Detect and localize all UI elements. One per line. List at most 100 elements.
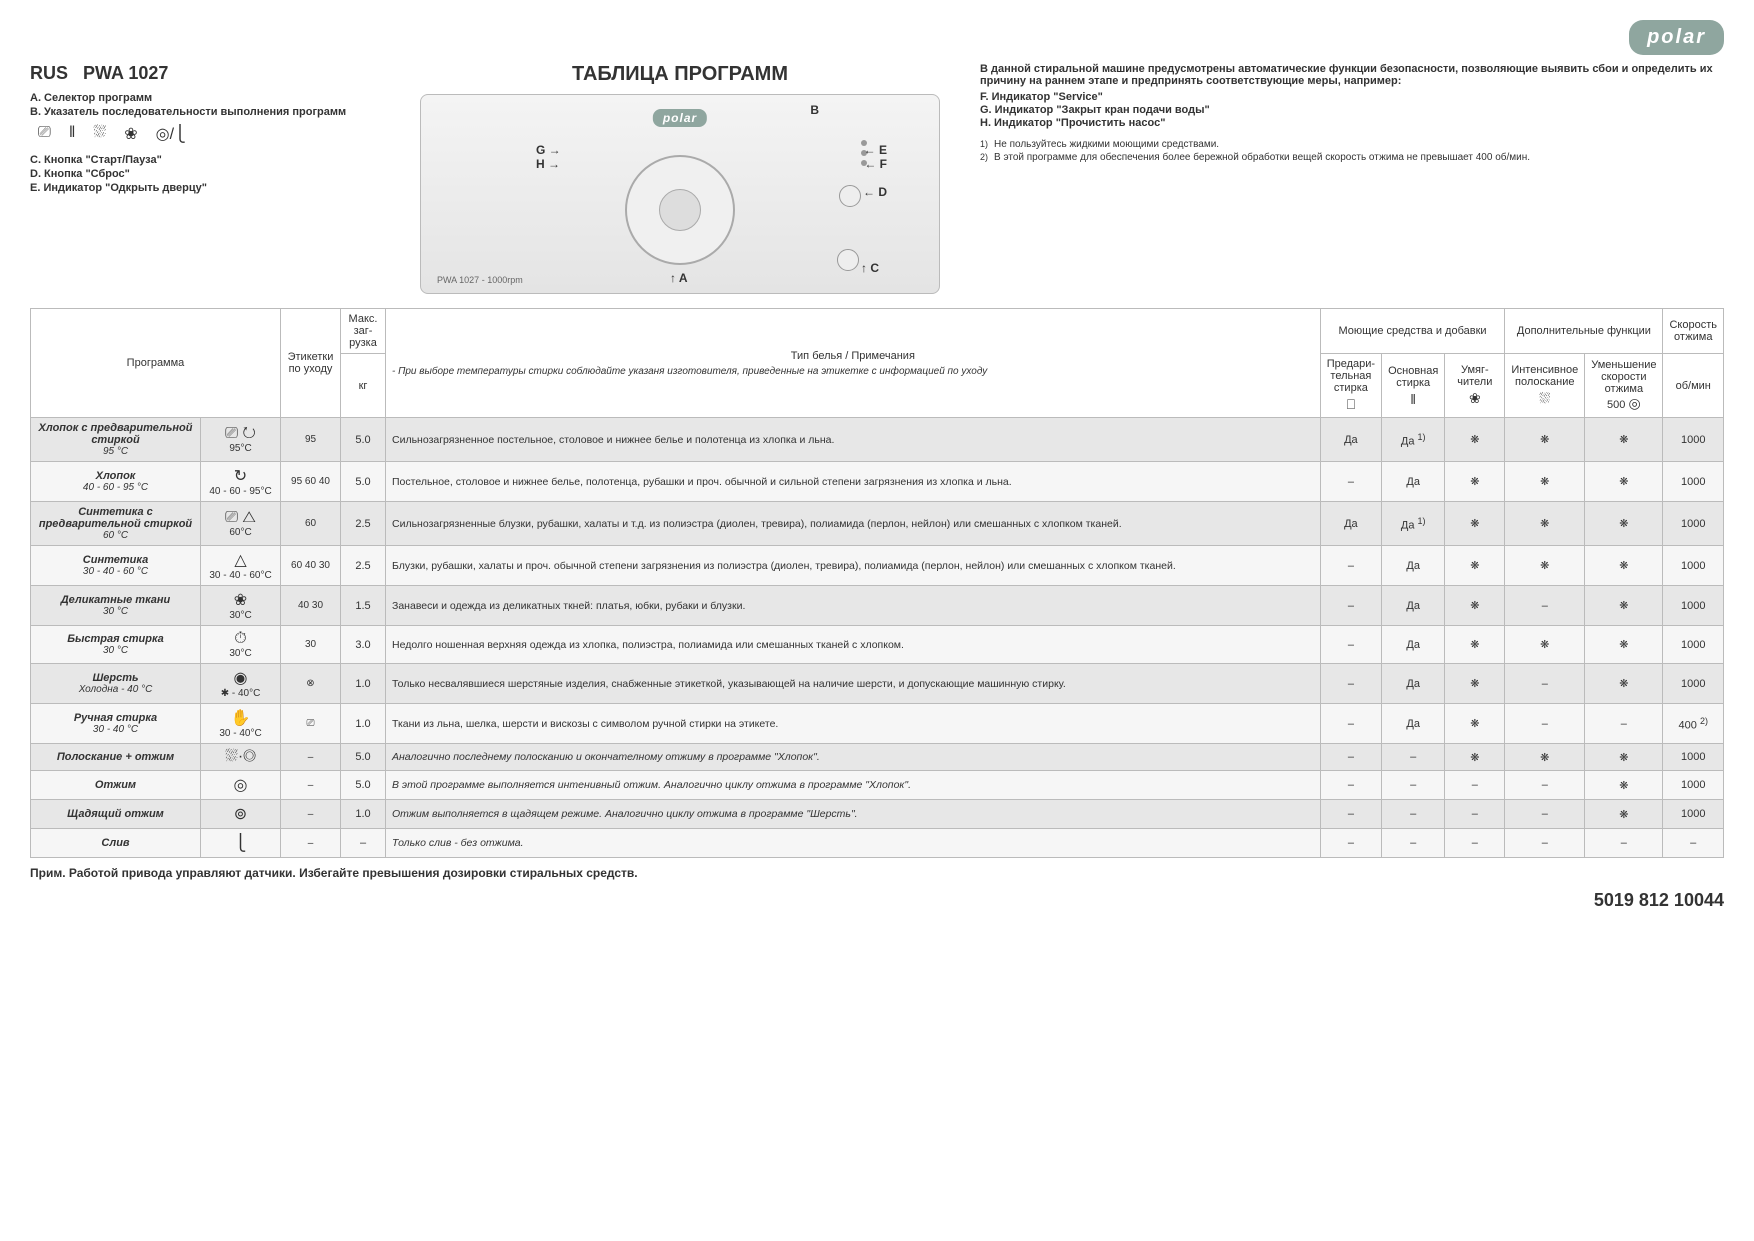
cell-slowspin: ❋ — [1585, 800, 1663, 829]
cell-care: 95 60 40 — [281, 462, 341, 502]
cell-load: 5.0 — [341, 418, 386, 462]
cell-slowspin: ❋ — [1585, 502, 1663, 546]
model-number: PWA 1027 — [83, 63, 168, 83]
cell-symbol: ⎩ — [201, 829, 281, 858]
cell-softener: ❋ — [1445, 704, 1505, 744]
cell-symbol: ⏱30°C — [201, 626, 281, 664]
cell-desc: Блузки, рубашки, халаты и проч. обычной … — [386, 546, 1321, 586]
legend-item: E. Индикатор "Одкрыть дверцу" — [30, 182, 380, 194]
indicator-item: H. Индикатор "Прочистить насос" — [980, 117, 1724, 129]
th-det-soft: Умяг-чители❀ — [1445, 354, 1505, 418]
th-spin-unit: об/мин — [1663, 354, 1724, 418]
cell-load: 5.0 — [341, 744, 386, 771]
legend-list: A. Селектор программB. Указатель последо… — [30, 92, 380, 194]
cell-slowspin: ❋ — [1585, 546, 1663, 586]
cell-spin: 1000 — [1663, 626, 1724, 664]
cell-spin: 1000 — [1663, 546, 1724, 586]
th-load-label: Макс. заг-рузка — [349, 313, 378, 349]
cell-softener: ❋ — [1445, 586, 1505, 626]
center-col: ТАБЛИЦА ПРОГРАММ polar ↑ A B ↑ C ← D ← E… — [400, 63, 960, 294]
right-col: В данной стиральной машине предусмотрены… — [980, 63, 1724, 165]
cell-symbol: ⎚ △60°C — [201, 502, 281, 546]
cell-prewash: – — [1320, 586, 1381, 626]
cell-prewash: – — [1320, 462, 1381, 502]
th-program: Программа — [31, 309, 281, 418]
cell-mainwash: – — [1382, 800, 1445, 829]
footnotes: 1)Не пользуйтесь жидкими моющими средств… — [980, 139, 1724, 163]
footnote-item: 2)В этой программе для обеспечения более… — [980, 152, 1724, 163]
cell-desc: Только несвалявшиеся шерстяные изделия, … — [386, 664, 1321, 704]
cell-desc: Сильнозагрязненное постельное, столовое … — [386, 418, 1321, 462]
table-row: Синтетика с предварительной стиркой60 °C… — [31, 502, 1724, 546]
cell-rinse: – — [1505, 704, 1585, 744]
cell-spin: 400 2) — [1663, 704, 1724, 744]
page-title: ТАБЛИЦА ПРОГРАММ — [400, 63, 960, 86]
cell-rinse: ❋ — [1505, 744, 1585, 771]
cell-spin: 1000 — [1663, 800, 1724, 829]
marker-a: ↑ A — [670, 271, 688, 285]
cell-prewash: Да — [1320, 418, 1381, 462]
cell-symbol: ❀30°C — [201, 586, 281, 626]
cell-slowspin: – — [1585, 829, 1663, 858]
cell-care: – — [281, 771, 341, 800]
th-type-note: - При выборе температуры стирки соблюдай… — [392, 366, 1314, 377]
program-dial — [625, 155, 735, 265]
footnote-item: 1)Не пользуйтесь жидкими моющими средств… — [980, 139, 1724, 150]
cell-prewash: – — [1320, 664, 1381, 704]
footer-note: Прим. Работой привода управляют датчики.… — [30, 866, 1724, 880]
cell-spin: 1000 — [1663, 664, 1724, 704]
cell-symbol: ↻40 - 60 - 95°C — [201, 462, 281, 502]
table-row: Деликатные ткани30 °C❀30°C40 301.5Занаве… — [31, 586, 1724, 626]
marker-b: B — [810, 103, 819, 117]
cell-rinse: – — [1505, 771, 1585, 800]
safety-intro: В данной стиральной машине предусмотрены… — [980, 63, 1724, 87]
cell-load: 5.0 — [341, 771, 386, 800]
panel-photo: polar ↑ A B ↑ C ← D ← E ← F G → H → PWA … — [420, 94, 940, 294]
sequence-icons: ⎚‖⛆❀◎/⎩ — [38, 124, 380, 144]
cell-softener: ❋ — [1445, 502, 1505, 546]
cell-spin: 1000 — [1663, 586, 1724, 626]
cell-desc: Ткани из льна, шелка, шерсти и вискозы с… — [386, 704, 1321, 744]
cell-load: 2.5 — [341, 546, 386, 586]
th-extra: Дополнительные функции — [1505, 309, 1663, 354]
cell-rinse: ❋ — [1505, 418, 1585, 462]
cell-mainwash: Да 1) — [1382, 418, 1445, 462]
cell-care: 60 40 30 — [281, 546, 341, 586]
cell-prewash: Да — [1320, 502, 1381, 546]
cell-program: Деликатные ткани30 °C — [31, 586, 201, 626]
table-row: Ручная стирка30 - 40 °C✋30 - 40°C⎚1.0Тка… — [31, 704, 1724, 744]
table-row: Слив⎩––Только слив - без отжима.–––––– — [31, 829, 1724, 858]
cell-softener: ❋ — [1445, 626, 1505, 664]
top-bar: polar — [30, 20, 1724, 55]
th-ex-rinse: Интенсивное полоскание⛆ — [1505, 354, 1585, 418]
cell-slowspin: ❋ — [1585, 462, 1663, 502]
cell-spin: 1000 — [1663, 502, 1724, 546]
cell-prewash: – — [1320, 704, 1381, 744]
cell-care: 60 — [281, 502, 341, 546]
cell-program: ШерстьХолодна - 40 °C — [31, 664, 201, 704]
cell-program: Отжим — [31, 771, 201, 800]
model-prefix: RUS — [30, 63, 68, 83]
document-number: 5019 812 10044 — [30, 890, 1724, 911]
legend-item: C. Кнопка "Старт/Пауза" — [30, 154, 380, 166]
cell-prewash: – — [1320, 800, 1381, 829]
cell-rinse: – — [1505, 829, 1585, 858]
cell-prewash: – — [1320, 744, 1381, 771]
table-row: Отжим◎–5.0В этой программе выполняется и… — [31, 771, 1724, 800]
cell-spin: – — [1663, 829, 1724, 858]
table-row: Щадящий отжим⊚–1.0Отжим выполняется в ща… — [31, 800, 1724, 829]
cell-desc: Занавеси и одежда из деликатных ткней: п… — [386, 586, 1321, 626]
cell-load: 1.0 — [341, 800, 386, 829]
panel-btn-c — [837, 249, 859, 271]
cell-symbol: △30 - 40 - 60°C — [201, 546, 281, 586]
cell-prewash: – — [1320, 771, 1381, 800]
cell-slowspin: ❋ — [1585, 744, 1663, 771]
cell-slowspin: ❋ — [1585, 626, 1663, 664]
cell-mainwash: Да — [1382, 626, 1445, 664]
cell-slowspin: – — [1585, 704, 1663, 744]
cell-care: 30 — [281, 626, 341, 664]
th-type: Тип белья / Примечания - При выборе темп… — [386, 309, 1321, 418]
th-det-main: Основная стирка‖ — [1382, 354, 1445, 418]
cell-care: 40 30 — [281, 586, 341, 626]
cell-softener: ❋ — [1445, 546, 1505, 586]
